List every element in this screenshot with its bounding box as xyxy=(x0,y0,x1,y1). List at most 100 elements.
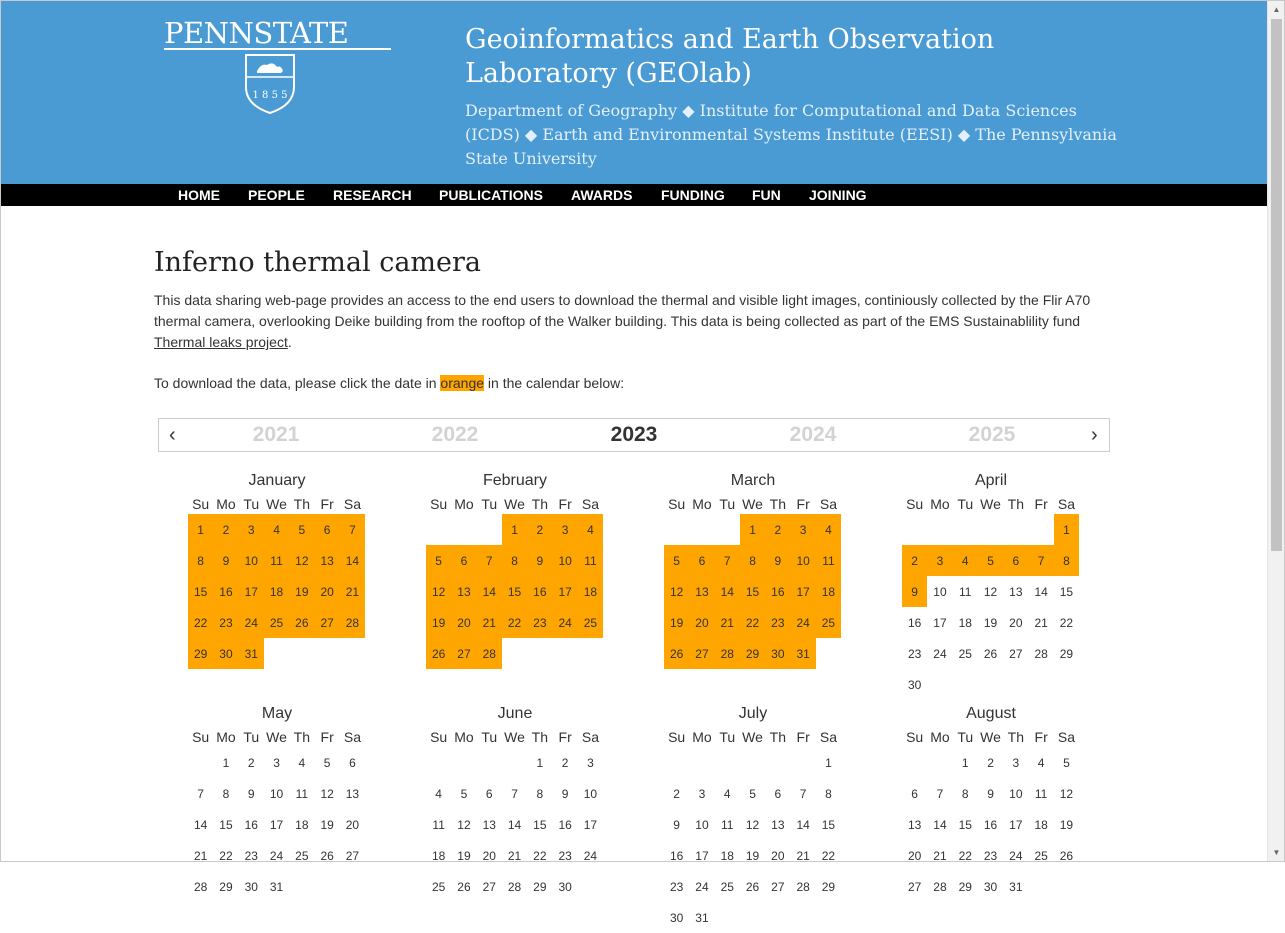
calendar-day-available[interactable]: 6 xyxy=(314,514,339,545)
calendar-day-available[interactable]: 20 xyxy=(314,576,339,607)
calendar-day-available[interactable]: 6 xyxy=(1003,545,1028,576)
calendar-day-available[interactable]: 30 xyxy=(213,638,238,669)
scroll-up-icon[interactable]: ▲ xyxy=(1268,1,1285,18)
calendar-day-available[interactable]: 28 xyxy=(715,638,740,669)
calendar-day-available[interactable]: 11 xyxy=(816,545,841,576)
calendar-day-available[interactable]: 14 xyxy=(340,545,365,576)
calendar-day-available[interactable]: 8 xyxy=(502,545,527,576)
calendar-day-available[interactable]: 14 xyxy=(477,576,502,607)
calendar-day-available[interactable]: 17 xyxy=(552,576,577,607)
calendar-day-available[interactable]: 9 xyxy=(213,545,238,576)
calendar-day-available[interactable]: 13 xyxy=(314,545,339,576)
calendar-day-available[interactable]: 3 xyxy=(552,514,577,545)
calendar-day-available[interactable]: 19 xyxy=(426,607,451,638)
calendar-day-available[interactable]: 15 xyxy=(502,576,527,607)
calendar-day-available[interactable]: 28 xyxy=(477,638,502,669)
calendar-day-available[interactable]: 9 xyxy=(527,545,552,576)
calendar-day-available[interactable]: 8 xyxy=(1054,545,1079,576)
calendar-day-available[interactable]: 22 xyxy=(502,607,527,638)
next-year-button[interactable]: › xyxy=(1091,419,1098,451)
calendar-day-available[interactable]: 5 xyxy=(664,545,689,576)
calendar-day-available[interactable]: 29 xyxy=(188,638,213,669)
calendar-day-available[interactable]: 1 xyxy=(188,514,213,545)
calendar-day-available[interactable]: 12 xyxy=(289,545,314,576)
calendar-day-available[interactable]: 20 xyxy=(689,607,714,638)
calendar-day-available[interactable]: 5 xyxy=(426,545,451,576)
nav-research[interactable]: RESEARCH xyxy=(333,184,412,206)
calendar-day-available[interactable]: 25 xyxy=(816,607,841,638)
calendar-day-available[interactable]: 8 xyxy=(740,545,765,576)
calendar-day-available[interactable]: 26 xyxy=(664,638,689,669)
year-2021[interactable]: 2021 xyxy=(226,419,326,451)
thermal-leaks-link[interactable]: Thermal leaks project xyxy=(154,334,288,350)
calendar-day-available[interactable]: 7 xyxy=(715,545,740,576)
year-2024[interactable]: 2024 xyxy=(763,419,863,451)
calendar-day-available[interactable]: 3 xyxy=(927,545,952,576)
calendar-day-available[interactable]: 1 xyxy=(740,514,765,545)
calendar-day-available[interactable]: 23 xyxy=(527,607,552,638)
calendar-day-available[interactable]: 19 xyxy=(289,576,314,607)
calendar-day-available[interactable]: 9 xyxy=(765,545,790,576)
scrollbar[interactable]: ▲ ▼ xyxy=(1267,1,1285,861)
calendar-day-available[interactable]: 24 xyxy=(552,607,577,638)
calendar-day-available[interactable]: 11 xyxy=(578,545,603,576)
calendar-day-available[interactable]: 10 xyxy=(790,545,815,576)
nav-joining[interactable]: JOINING xyxy=(809,184,867,206)
calendar-day-available[interactable]: 4 xyxy=(264,514,289,545)
calendar-day-available[interactable]: 13 xyxy=(689,576,714,607)
calendar-day-available[interactable]: 16 xyxy=(527,576,552,607)
calendar-day-available[interactable]: 2 xyxy=(213,514,238,545)
scroll-thumb[interactable] xyxy=(1271,19,1282,551)
calendar-day-available[interactable]: 24 xyxy=(790,607,815,638)
calendar-day-available[interactable]: 8 xyxy=(188,545,213,576)
calendar-day-available[interactable]: 18 xyxy=(816,576,841,607)
pennstate-logo[interactable]: PENNSTATE 1 8 5 5 xyxy=(164,17,394,127)
nav-home[interactable]: HOME xyxy=(178,184,220,206)
year-2023[interactable]: 2023 xyxy=(584,419,684,451)
calendar-day-available[interactable]: 2 xyxy=(527,514,552,545)
calendar-day-available[interactable]: 3 xyxy=(239,514,264,545)
calendar-day-available[interactable]: 14 xyxy=(715,576,740,607)
calendar-day-available[interactable]: 7 xyxy=(340,514,365,545)
calendar-day-available[interactable]: 9 xyxy=(902,576,927,607)
calendar-day-available[interactable]: 17 xyxy=(239,576,264,607)
calendar-day-available[interactable]: 6 xyxy=(689,545,714,576)
calendar-day-available[interactable]: 20 xyxy=(451,607,476,638)
year-2025[interactable]: 2025 xyxy=(942,419,1042,451)
calendar-day-available[interactable]: 4 xyxy=(953,545,978,576)
calendar-day-available[interactable]: 21 xyxy=(340,576,365,607)
calendar-day-available[interactable]: 2 xyxy=(765,514,790,545)
calendar-day-available[interactable]: 27 xyxy=(451,638,476,669)
calendar-day-available[interactable]: 1 xyxy=(502,514,527,545)
calendar-day-available[interactable]: 18 xyxy=(264,576,289,607)
calendar-day-available[interactable]: 3 xyxy=(790,514,815,545)
calendar-day-available[interactable]: 26 xyxy=(289,607,314,638)
calendar-day-available[interactable]: 10 xyxy=(239,545,264,576)
calendar-day-available[interactable]: 27 xyxy=(314,607,339,638)
calendar-day-available[interactable]: 6 xyxy=(451,545,476,576)
prev-year-button[interactable]: ‹ xyxy=(169,419,176,451)
calendar-day-available[interactable]: 25 xyxy=(578,607,603,638)
calendar-day-available[interactable]: 4 xyxy=(578,514,603,545)
calendar-day-available[interactable]: 19 xyxy=(664,607,689,638)
calendar-day-available[interactable]: 21 xyxy=(477,607,502,638)
calendar-day-available[interactable]: 23 xyxy=(765,607,790,638)
nav-funding[interactable]: FUNDING xyxy=(661,184,725,206)
nav-publications[interactable]: PUBLICATIONS xyxy=(439,184,543,206)
nav-people[interactable]: PEOPLE xyxy=(248,184,305,206)
calendar-day-available[interactable]: 31 xyxy=(790,638,815,669)
calendar-day-available[interactable]: 12 xyxy=(426,576,451,607)
calendar-day-available[interactable]: 15 xyxy=(740,576,765,607)
calendar-day-available[interactable]: 26 xyxy=(426,638,451,669)
calendar-day-available[interactable]: 16 xyxy=(765,576,790,607)
calendar-day-available[interactable]: 23 xyxy=(213,607,238,638)
calendar-day-available[interactable]: 16 xyxy=(213,576,238,607)
calendar-day-available[interactable]: 24 xyxy=(239,607,264,638)
year-2022[interactable]: 2022 xyxy=(405,419,505,451)
calendar-day-available[interactable]: 7 xyxy=(1028,545,1053,576)
nav-awards[interactable]: AWARDS xyxy=(571,184,632,206)
calendar-day-available[interactable]: 5 xyxy=(978,545,1003,576)
nav-fun[interactable]: FUN xyxy=(752,184,781,206)
calendar-day-available[interactable]: 2 xyxy=(902,545,927,576)
calendar-day-available[interactable]: 13 xyxy=(451,576,476,607)
